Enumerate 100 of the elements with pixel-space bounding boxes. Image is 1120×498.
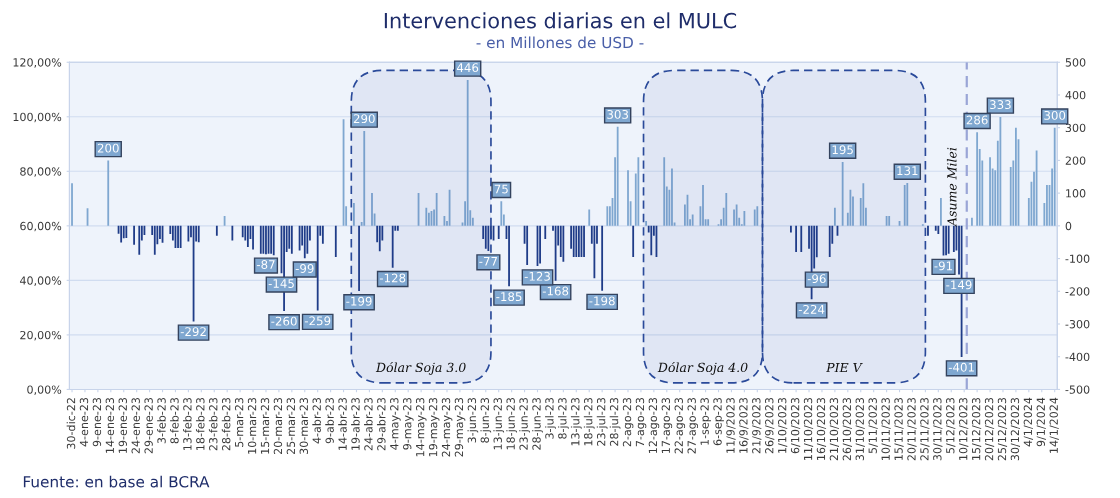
- x-tick-label: 24-abr-23: [364, 397, 373, 451]
- data-label: -123: [524, 271, 550, 281]
- y2-tick-label: 100: [1066, 189, 1086, 198]
- x-tick-label: 4-may-23: [390, 397, 401, 450]
- x-tick-label: 23-jul-23: [596, 397, 608, 446]
- x-tick-label: 5/11/2023: [868, 397, 878, 454]
- x-tick-label: 8-jun-23: [480, 397, 492, 443]
- x-tick-label: 6/10/2023: [790, 397, 801, 454]
- y-tick-label: 80,00%: [20, 167, 62, 177]
- x-tick-label: 19-abr-23: [351, 397, 360, 450]
- x-tick-label: 21/10/2023: [829, 397, 839, 461]
- x-tick-label: 29-abr-23: [376, 397, 386, 451]
- chart-subtitle: - en Millones de USD -: [476, 36, 644, 49]
- x-tick-label: 18-feb-23: [195, 397, 205, 450]
- x-tick-label: 3-feb-23: [157, 397, 166, 444]
- data-label: -292: [180, 327, 206, 337]
- x-tick-label: 29-may-23: [454, 397, 466, 457]
- data-label: -198: [589, 296, 615, 306]
- x-tick-label: 9-abr-23: [325, 397, 334, 444]
- x-tick-label: 30/11/2023: [933, 397, 943, 461]
- x-tick-label: 1-sep-23: [700, 397, 711, 445]
- x-tick-label: 30-dic-22: [66, 398, 76, 449]
- x-tick-label: 4-ene-23: [79, 397, 89, 447]
- x-tick-label: 1/10/2023: [777, 397, 788, 453]
- x-tick-label: 13-jul-23: [570, 397, 582, 446]
- x-tick-label: 8-jul-23: [557, 397, 569, 439]
- data-label: 286: [966, 115, 988, 125]
- data-label: -259: [304, 316, 331, 326]
- x-tick-label: 31/10/2023: [855, 397, 865, 461]
- x-tick-label: 11/10/2023: [803, 397, 814, 460]
- x-tick-label: 25/11/2023: [920, 397, 930, 461]
- x-tick-label: 5/12/2023: [946, 397, 956, 454]
- data-label: 446: [456, 63, 479, 73]
- x-tick-label: 22-ago-23: [674, 397, 686, 454]
- x-tick-label: 19-may-23: [428, 397, 440, 457]
- y2-tick-label: 400: [1065, 90, 1086, 100]
- x-tick-label: 16/9/2023: [739, 397, 749, 453]
- x-tick-label: 23-feb-23: [208, 397, 218, 451]
- x-tick-label: 18-jul-23: [583, 397, 595, 446]
- y2-tick-label: -200: [1065, 287, 1090, 296]
- x-tick-label: 15-mar-23: [260, 397, 270, 454]
- x-tick-label: 14/1/2024: [1049, 397, 1059, 453]
- data-label: -185: [496, 292, 522, 302]
- x-tick-label: 23-jun-23: [519, 397, 530, 450]
- data-label: 131: [897, 166, 918, 176]
- x-tick-label: 24-may-23: [441, 397, 453, 457]
- y2-tick-label: 300: [1065, 123, 1086, 133]
- x-tick-label: 13-feb-23: [183, 397, 192, 450]
- data-label: 200: [97, 143, 119, 153]
- x-tick-label: 14-may-23: [415, 397, 427, 457]
- data-label: -168: [542, 286, 569, 296]
- data-label: -91: [934, 261, 953, 271]
- x-tick-label: 8-feb-23: [170, 397, 179, 444]
- x-tick-label: 10/11/2023: [881, 397, 891, 460]
- x-tick-label: 24-ene-23: [131, 397, 140, 454]
- y2-tick-label: 0: [1065, 221, 1072, 231]
- x-tick-label: 9-may-23: [403, 397, 414, 450]
- chart-title: Intervenciones diarias en el MULC: [384, 12, 737, 29]
- y-tick-label: 40,00%: [19, 276, 62, 286]
- x-tick-label: 19-ene-23: [118, 397, 127, 453]
- data-label: -128: [379, 273, 406, 283]
- data-label: 333: [990, 100, 1011, 110]
- data-label: -87: [256, 260, 275, 269]
- data-label: -149: [946, 280, 972, 290]
- x-tick-label: 4/1/2024: [1023, 397, 1033, 447]
- band-label: Dólar Soja 3.0: [375, 361, 466, 375]
- x-tick-label: 28-feb-23: [221, 397, 231, 451]
- data-label: 300: [1044, 110, 1066, 120]
- data-label: 303: [607, 109, 628, 119]
- x-tick-label: 17-ago-23: [661, 397, 673, 454]
- x-tick-label: 7-ago-23: [635, 397, 647, 447]
- y2-tick-label: -400: [1065, 352, 1090, 362]
- y2-tick-label: 200: [1065, 156, 1086, 165]
- x-tick-label: 10/12/2023: [959, 397, 969, 460]
- x-tick-label: 6-sep-23: [713, 397, 724, 446]
- x-tick-label: 15/12/2023: [971, 397, 982, 460]
- data-label: -260: [271, 316, 297, 326]
- data-label: -99: [295, 264, 314, 273]
- x-tick-label: 29-ene-23: [144, 397, 153, 454]
- x-tick-label: 26/9/2023: [765, 397, 775, 454]
- y2-tick-label: -500: [1065, 385, 1090, 394]
- band-label: PIE V: [826, 363, 863, 373]
- x-tick-label: 3-jul-23: [545, 397, 556, 439]
- x-tick-label: 9-ene-23: [92, 397, 102, 447]
- x-tick-label: 20/12/2023: [984, 397, 995, 461]
- x-tick-label: 15/11/2023: [894, 397, 904, 460]
- x-tick-label: 3-jun-23: [467, 397, 479, 443]
- x-tick-label: 10-mar-23: [247, 397, 257, 454]
- x-tick-label: 5-mar-23: [234, 397, 244, 447]
- data-label: -96: [807, 274, 826, 284]
- x-tick-label: 4-abr-23: [312, 397, 321, 444]
- data-label: -145: [268, 279, 294, 288]
- y-tick-label: 120,00%: [13, 58, 62, 68]
- x-tick-label: 30/12/2023: [1010, 397, 1020, 461]
- x-tick-label: 2-ago-23: [622, 397, 634, 447]
- x-tick-label: 12-ago-23: [648, 397, 660, 454]
- x-tick-label: 25-mar-23: [286, 397, 296, 455]
- x-tick-label: 20/11/2023: [907, 397, 917, 461]
- x-tick-label: 27-ago-23: [687, 397, 699, 454]
- data-label: 195: [832, 145, 853, 155]
